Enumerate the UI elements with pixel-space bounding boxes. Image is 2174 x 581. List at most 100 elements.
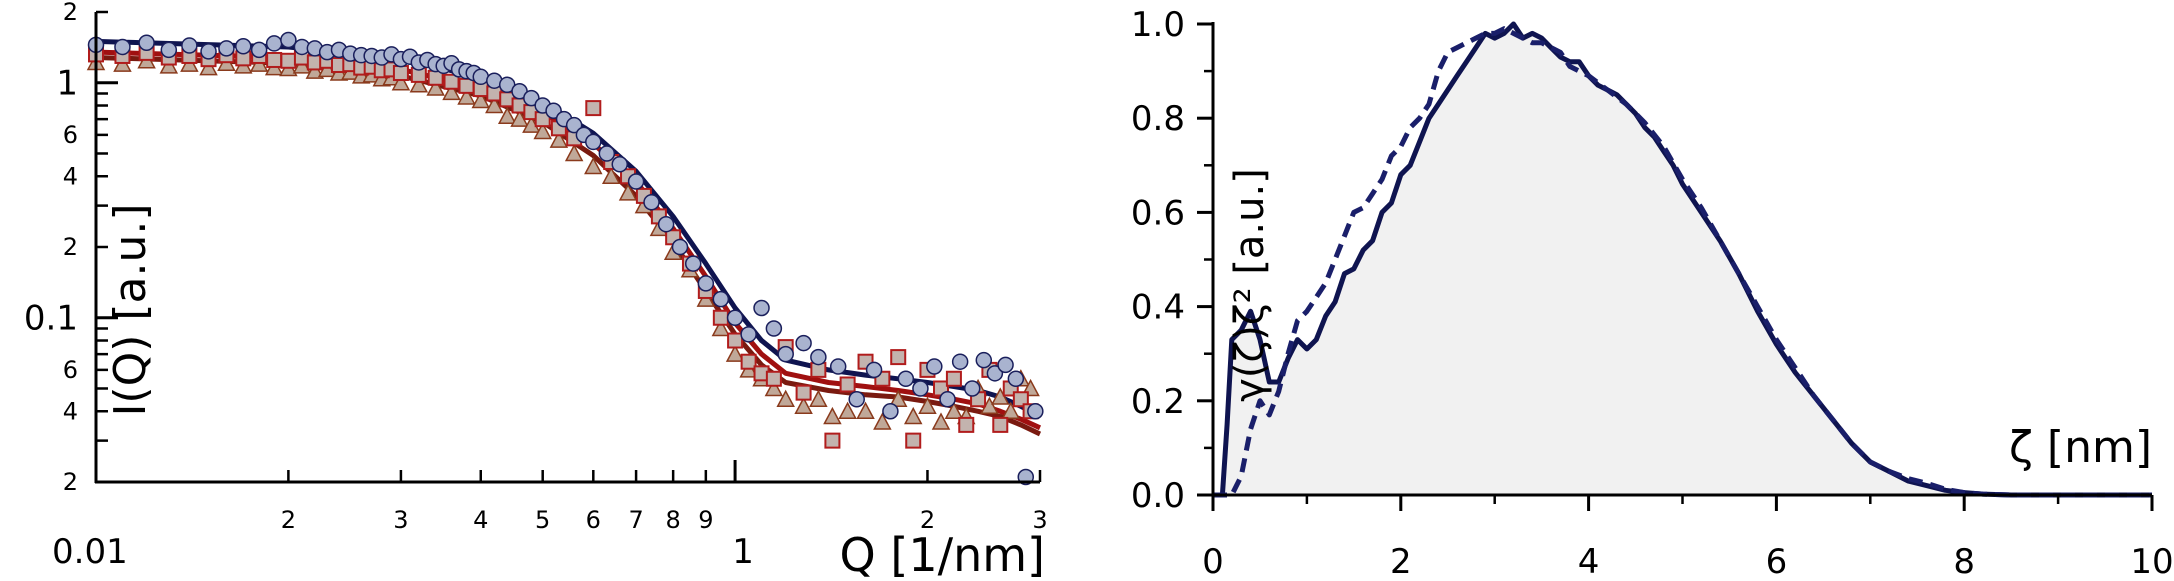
x-tick-label: 1 (732, 532, 754, 572)
circle-marker (777, 345, 794, 363)
x-axis-label: ζ [nm] (2009, 422, 2152, 473)
x-tick-label: 5 (535, 506, 550, 534)
x-tick-label: 2 (1390, 542, 1412, 581)
y-axis-label: I(Q) [a.u.] (105, 203, 156, 416)
triangle-marker (873, 412, 892, 430)
fit-curves (95, 38, 1042, 437)
square-marker (585, 100, 602, 117)
x-tick-label: 4 (473, 506, 488, 534)
circle-marker (939, 390, 956, 408)
x-tick-label: 0.01 (52, 532, 128, 572)
x-tick-label: 8 (666, 506, 681, 534)
circle-marker (986, 365, 1004, 382)
circle-marker (160, 41, 178, 59)
triangle-marker (856, 401, 875, 420)
square-marker (727, 332, 744, 349)
x-tick-label: 9 (698, 506, 713, 534)
triangle-marker (794, 396, 813, 415)
triangle-marker (497, 106, 517, 125)
x-tick-label: 6 (1766, 542, 1788, 581)
x-tick-label: 10 (2130, 542, 2173, 581)
triangle-marker (305, 61, 325, 79)
circle-marker (585, 133, 602, 151)
x-axis-label: Q [1/nm] (840, 528, 1045, 581)
square-marker (1012, 391, 1029, 408)
circle-marker (926, 358, 943, 375)
circle-marker (472, 68, 490, 86)
correlation-function-chart: 0.0 0.2 0.4 0.6 0.8 1.0 0 2 4 6 8 10 ζ [nm] γ(ζ)ζ² … (1131, 5, 2174, 581)
circle-marker (598, 145, 616, 162)
x-tick-label: 3 (1032, 506, 1047, 534)
circle-marker (795, 334, 812, 352)
circle-marker (181, 37, 198, 54)
circle-marker (865, 361, 883, 379)
triangle-marker (1001, 401, 1021, 420)
triangle-marker (838, 401, 857, 420)
triangle-marker (584, 156, 603, 175)
tick-marks (1197, 22, 2154, 511)
square-marker (280, 52, 297, 69)
triangle-marker (618, 183, 638, 201)
square-marker (824, 432, 841, 449)
y-tick-label: 0.8 (1131, 99, 1185, 139)
tick-marks (94, 10, 1042, 484)
circle-marker (218, 40, 235, 57)
circle-marker (765, 320, 783, 337)
circle-marker (114, 38, 131, 56)
x-tick-label: 4 (1578, 542, 1600, 581)
square-marker (712, 309, 729, 326)
square-marker (890, 349, 907, 366)
x-tick-label: 0 (1202, 542, 1224, 581)
circle-marker (643, 194, 660, 211)
circle-marker (882, 403, 899, 420)
square-marker (392, 65, 409, 82)
circle-marker (684, 255, 702, 272)
square-marker (740, 353, 757, 370)
triangle-marker (442, 82, 461, 101)
circle-marker (912, 380, 929, 397)
triangle-marker (809, 389, 828, 407)
circle-marker (975, 351, 993, 369)
square-marker (443, 73, 460, 90)
y-tick-label: 6 (63, 356, 78, 384)
triangle-marker (918, 396, 937, 415)
circle-marker (963, 380, 981, 397)
circle-marker (829, 358, 847, 375)
square-marker (992, 416, 1009, 433)
triangle-marker (485, 95, 504, 114)
triangle-marker (903, 406, 923, 425)
circle-marker (265, 35, 283, 52)
x-tick-label: 2 (281, 506, 296, 534)
y-axis-label: γ(ζ)ζ² [a.u.] (1227, 168, 1273, 402)
triangle-marker (409, 75, 429, 93)
circle-marker (657, 215, 675, 233)
square-marker (839, 376, 856, 393)
correlation-curves (1213, 21, 2152, 498)
triangle-marker (533, 121, 552, 140)
triangle-marker (823, 406, 842, 425)
triangle-marker (549, 130, 569, 148)
triangle-marker (991, 387, 1010, 405)
tick-labels: 0.0 0.2 0.4 0.6 0.8 1.0 0 2 4 6 8 10 (1131, 5, 2174, 581)
x-tick-label: 2 (920, 506, 935, 534)
circle-marker (897, 370, 915, 388)
triangle-marker (391, 73, 411, 91)
triangle-marker (564, 143, 584, 162)
data-markers (86, 31, 1044, 486)
triangle-marker (931, 412, 951, 430)
circle-marker (523, 89, 540, 107)
circle-marker (200, 43, 217, 60)
x-tick-label: 3 (393, 506, 408, 534)
triangle-marker (426, 78, 445, 96)
triangle-marker (711, 318, 731, 337)
square-marker (958, 416, 975, 433)
circle-marker (848, 390, 865, 408)
circle-marker (138, 34, 155, 51)
y-tick-label: 4 (63, 162, 78, 190)
y-tick-label: 2 (63, 233, 78, 261)
y-tick-label: 6 (63, 121, 78, 149)
circle-marker (740, 326, 757, 343)
